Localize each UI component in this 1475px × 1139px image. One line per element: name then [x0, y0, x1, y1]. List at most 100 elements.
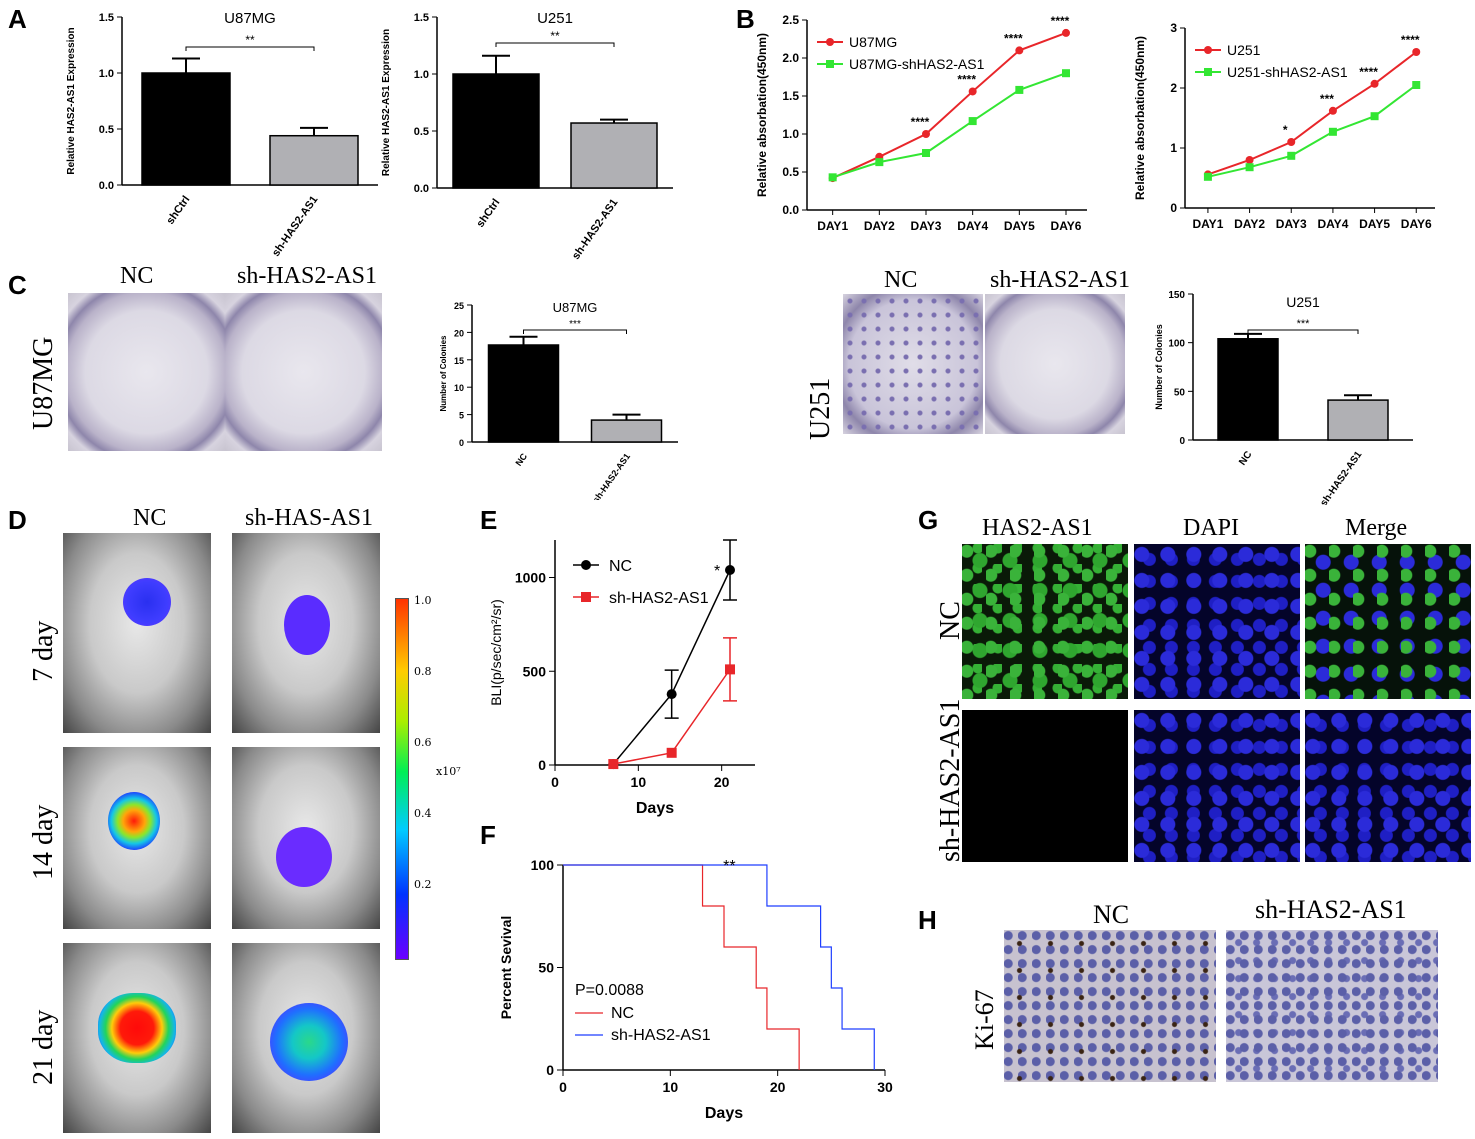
- h-col2-label: sh-HAS2-AS1: [1255, 895, 1407, 924]
- data-point: [1245, 156, 1254, 164]
- g-col2-label: DAPI: [1183, 515, 1240, 541]
- fluor-image-nc-merge: [1305, 544, 1471, 699]
- bar: [590, 419, 663, 443]
- h-col1-label: NC: [1093, 900, 1130, 929]
- data-point: [922, 149, 930, 157]
- sig-label: ***: [1297, 318, 1311, 330]
- y-tick-label: 0: [1170, 201, 1177, 215]
- y-tick-label: 0: [538, 757, 546, 773]
- chart-f: 0 50 100 0 10 20 30 Days Percent Sevival NC sh-HAS…: [498, 857, 893, 1122]
- c2-u251-label: U251: [805, 377, 836, 440]
- y-tick-label: 5: [459, 411, 464, 421]
- fluor-image-sh-merge: [1305, 710, 1471, 862]
- data-point: [828, 173, 837, 182]
- sig-bracket: [1247, 329, 1359, 334]
- data-point: [968, 117, 977, 126]
- x-tick-label: DAY6: [1401, 217, 1432, 231]
- data-point: [968, 87, 977, 96]
- sig-label: ****: [1401, 33, 1420, 47]
- legend-marker: [1204, 68, 1212, 76]
- series-line: [1207, 84, 1417, 178]
- bar: [269, 134, 359, 186]
- data-point: [1328, 127, 1337, 136]
- y-tick-label: 0.0: [782, 203, 799, 217]
- y-tick-label: 150: [1168, 290, 1185, 301]
- g-col1-label: HAS2-AS1: [982, 515, 1093, 541]
- x-tick-label: 30: [877, 1079, 893, 1095]
- legend-marker: [826, 38, 834, 46]
- data-point: [1203, 172, 1212, 181]
- y-tick-label: 1.5: [782, 89, 799, 103]
- bli-image-nc-7: [63, 533, 211, 733]
- x-tick-label: DAY5: [1004, 219, 1035, 233]
- d-nc-label: NC: [133, 505, 167, 531]
- legend-label: U251-shHAS2-AS1: [1227, 64, 1348, 80]
- legend-marker: [826, 60, 834, 68]
- bli-image-sh-14: [232, 747, 380, 929]
- category-label: sh-HAS2-AS1: [270, 194, 321, 259]
- y-axis-label: Relative absorbation(450nm): [1133, 36, 1147, 200]
- data-point: [1015, 85, 1024, 94]
- y-tick-label: 1000: [515, 570, 546, 586]
- category-label: NC: [513, 451, 529, 468]
- chart-b1: 0.0 0.5 1.0 1.5 2.0 2.5 DAY1 DAY2 DAY3 DAY4 DAY5 DA…: [755, 13, 1087, 233]
- category-label: shCtrl: [164, 194, 192, 227]
- bar: [570, 122, 658, 189]
- p-value-annotation: P=0.0088: [575, 982, 644, 999]
- sig-label: *: [1283, 123, 1288, 137]
- chart-c1: 0 5 10 15 20 25 NC sh-HAS2-AS1 U87MG *** Number of…: [439, 300, 678, 500]
- y-tick-label: 0: [546, 1062, 554, 1078]
- c2-sh-label: sh-HAS2-AS1: [990, 267, 1131, 293]
- category-label: NC: [1237, 449, 1254, 467]
- x-tick-label: 20: [770, 1079, 786, 1095]
- y-tick-label: 1: [1170, 141, 1177, 155]
- sig-label: ***: [1320, 92, 1334, 106]
- category-label: sh-HAS2-AS1: [570, 197, 621, 262]
- bli-image-nc-21: [63, 943, 211, 1133]
- x-axis-label: Days: [705, 1105, 743, 1122]
- chart-c2: 0 50 100 150 NC sh-HAS2-AS1 U251 *** Number of C…: [1154, 290, 1413, 505]
- bar: [452, 73, 540, 189]
- sig-label: **: [723, 858, 735, 875]
- y-axis-label: Number of Colonies: [1154, 324, 1164, 410]
- y-axis-label: Relative HAS2-AS1 Expression: [381, 29, 392, 176]
- y-axis-label: Number of Colonies: [439, 335, 448, 412]
- d-row3-label: 21 day: [28, 1009, 59, 1085]
- y-tick-label: 50: [538, 960, 554, 976]
- x-tick-label: 0: [559, 1079, 567, 1095]
- y-tick-label: 0.0: [99, 180, 114, 192]
- data-point: [1287, 151, 1296, 160]
- bar: [1217, 338, 1279, 441]
- panel-label-c: C: [8, 270, 27, 300]
- data-point: [1062, 28, 1070, 37]
- sig-label: **: [550, 29, 560, 43]
- data-point: [1412, 81, 1421, 89]
- chart-title: U87MG: [224, 10, 276, 27]
- data-point: [666, 747, 677, 758]
- y-tick-label: 100: [1168, 339, 1185, 350]
- data-point: [725, 664, 735, 675]
- chart-a1: 0.0 0.5 1.0 1.5 shCtrl sh-HAS2-AS1 U87MG ** Rela…: [66, 10, 378, 259]
- data-point: [1245, 163, 1254, 172]
- colorbar-tick: 0.8: [414, 665, 432, 678]
- x-axis-label: Days: [636, 800, 674, 817]
- legend-label: sh-HAS2-AS1: [611, 1027, 711, 1044]
- y-tick-label: 2.5: [782, 13, 799, 27]
- survival-curve: [563, 864, 875, 1070]
- data-point: [1370, 79, 1379, 88]
- y-tick-label: 25: [454, 301, 464, 311]
- panel-label-e: E: [480, 505, 498, 535]
- y-tick-label: 20: [454, 328, 464, 338]
- y-tick-label: 15: [454, 356, 464, 366]
- data-point: [875, 158, 884, 167]
- x-tick-label: DAY3: [911, 219, 942, 233]
- series-line: [832, 31, 1067, 179]
- bli-image-nc-14: [63, 747, 211, 929]
- chart-title: U251: [1286, 294, 1320, 310]
- colorbar-tick: 0.6: [414, 736, 432, 749]
- data-point: [1015, 46, 1024, 55]
- bar: [141, 72, 231, 186]
- sig-label: **: [245, 33, 255, 47]
- colony-dish-u87-nc: [68, 293, 225, 451]
- ihc-image-nc: [1004, 930, 1216, 1082]
